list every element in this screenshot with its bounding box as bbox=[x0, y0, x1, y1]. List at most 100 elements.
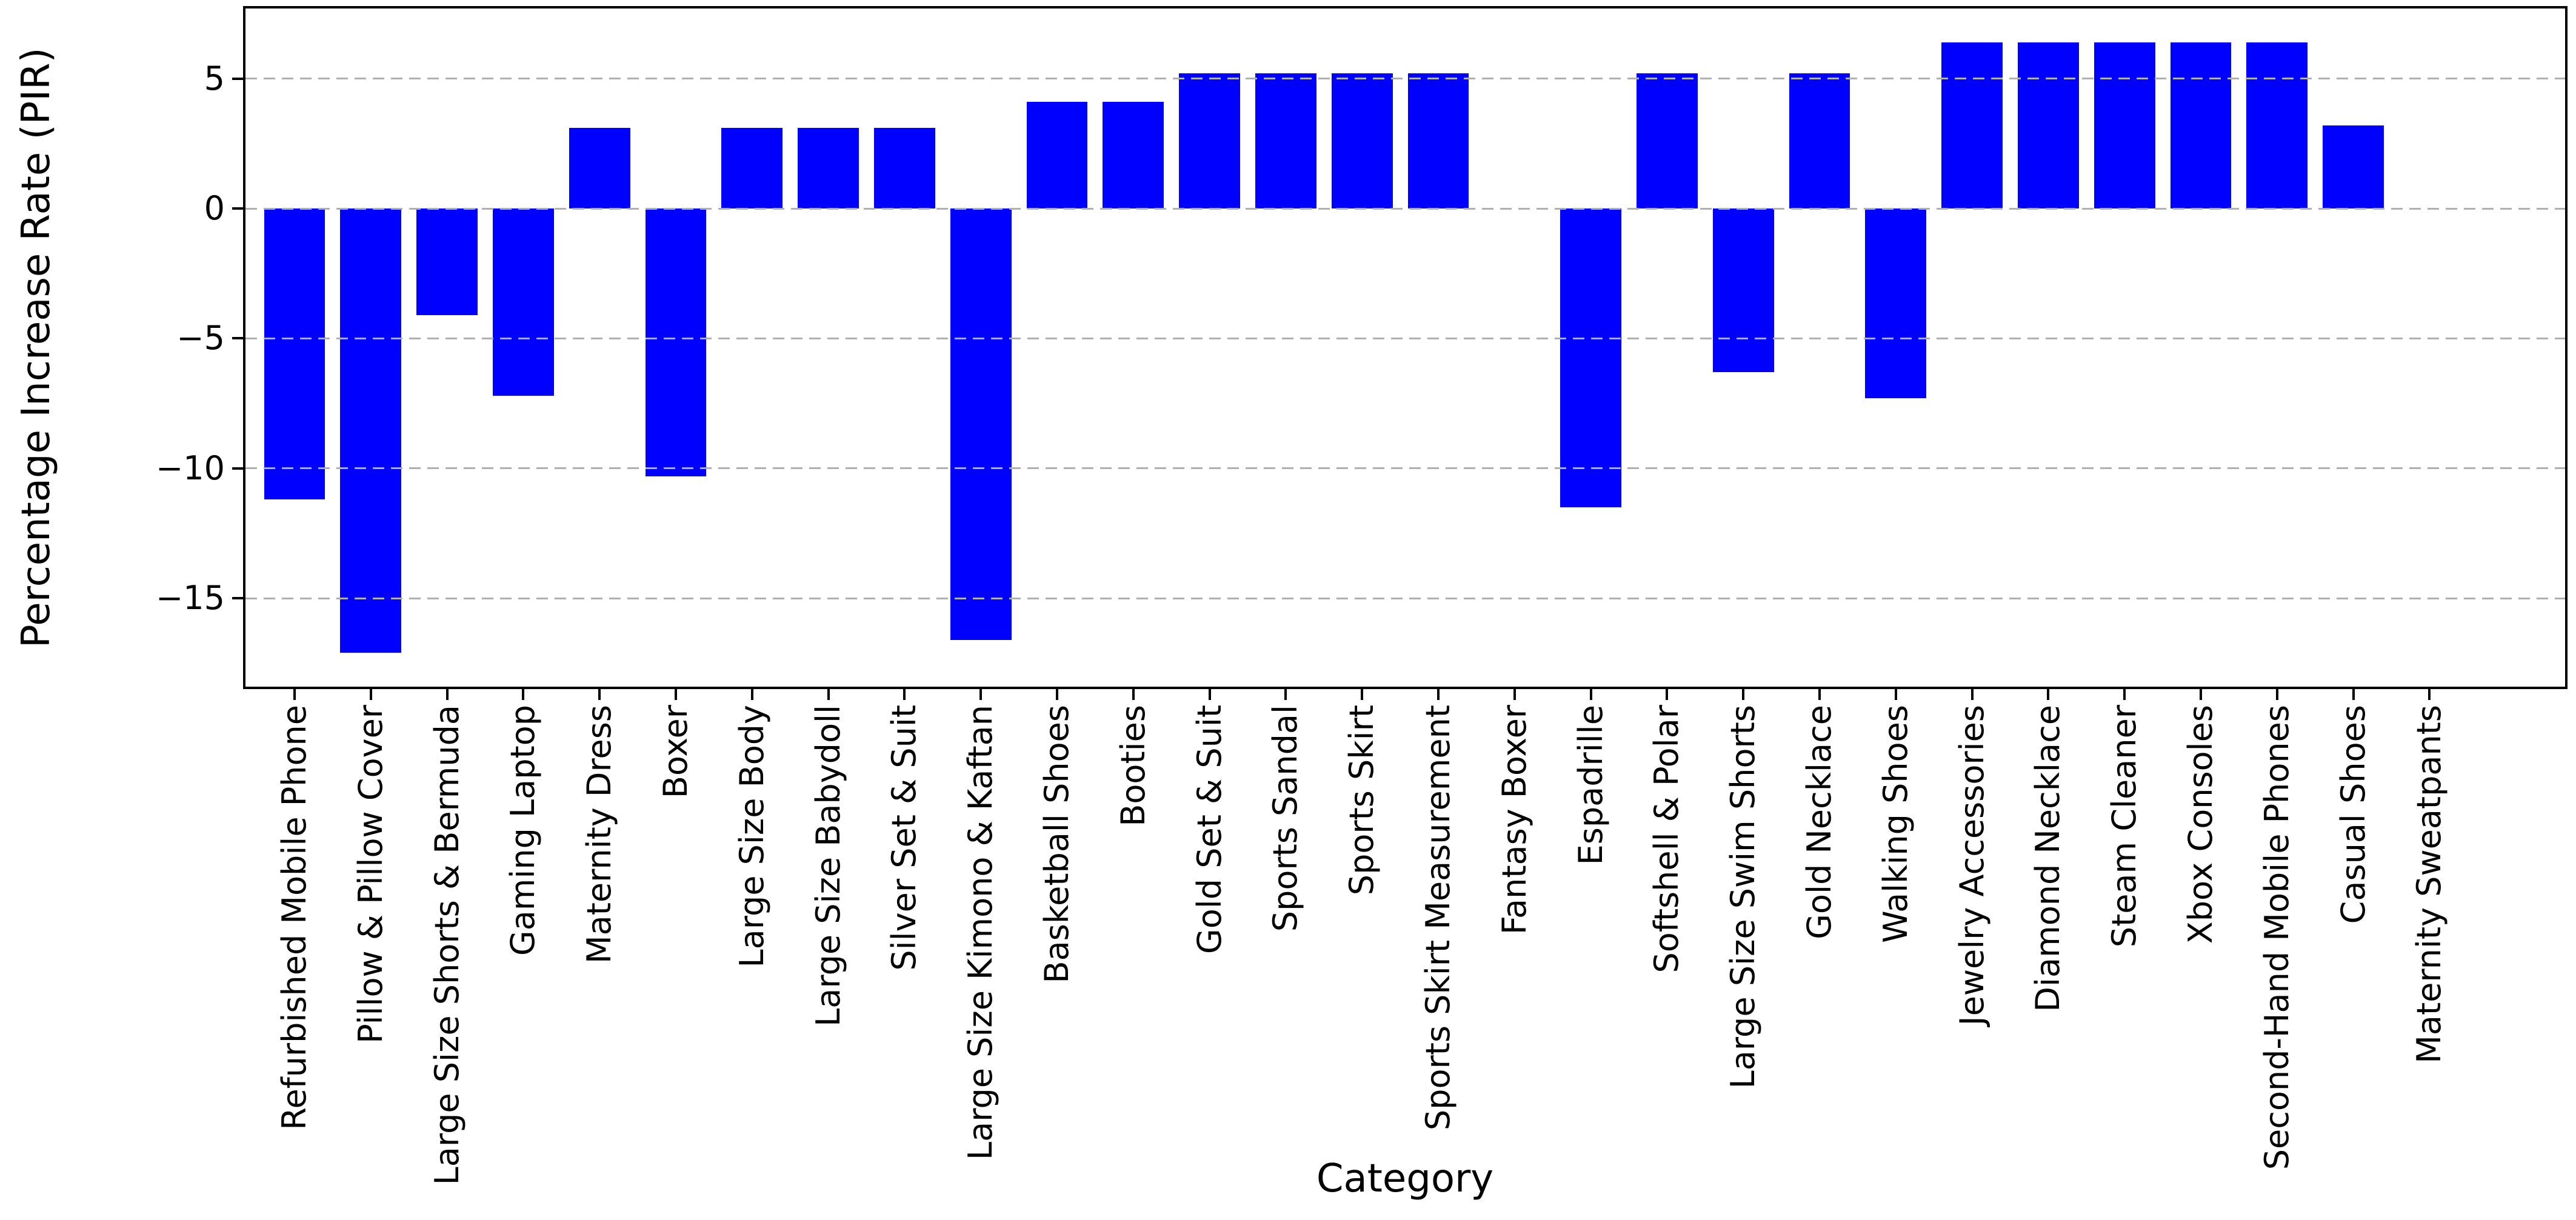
bar-10 bbox=[950, 208, 1012, 640]
bar-27 bbox=[2246, 42, 2308, 209]
bar-11 bbox=[1026, 102, 1088, 209]
x-tick-mark bbox=[1666, 689, 1669, 700]
x-tick-label: Silver Set & Suit bbox=[885, 705, 924, 971]
x-tick-label: Pillow & Pillow Cover bbox=[351, 705, 390, 1044]
x-tick-label: Jewelry Accessories bbox=[1952, 705, 1991, 1026]
x-tick-label: Espadrille bbox=[1571, 705, 1610, 865]
x-tick-mark bbox=[750, 689, 753, 700]
bar-7 bbox=[721, 128, 783, 209]
x-tick-label: Basketball Shoes bbox=[1038, 705, 1076, 984]
bar-2 bbox=[340, 208, 402, 653]
y-tick-label: −5 bbox=[176, 319, 225, 358]
y-tick-mark bbox=[232, 597, 243, 600]
bar-5 bbox=[569, 128, 630, 209]
x-tick-mark bbox=[1970, 689, 1974, 700]
bar-24 bbox=[2018, 42, 2079, 209]
x-tick-mark bbox=[445, 689, 449, 700]
x-tick-mark bbox=[598, 689, 601, 700]
gridline-y-5 bbox=[245, 78, 2565, 80]
x-tick-mark bbox=[1284, 689, 1287, 700]
x-axis-label: Category bbox=[1316, 1156, 1494, 1201]
y-tick-mark bbox=[232, 337, 243, 340]
bar-12 bbox=[1103, 102, 1164, 209]
x-tick-mark bbox=[1818, 689, 1821, 700]
x-tick-mark bbox=[2200, 689, 2202, 700]
bar-22 bbox=[1865, 208, 1927, 399]
x-tick-mark bbox=[1056, 689, 1058, 700]
bar-21 bbox=[1789, 73, 1850, 209]
x-tick-label: Gaming Laptop bbox=[504, 705, 542, 956]
x-tick-label: Diamond Necklace bbox=[2029, 705, 2067, 1012]
x-tick-label: Sports Sandal bbox=[1266, 705, 1305, 932]
x-tick-mark bbox=[2352, 689, 2355, 700]
bar-13 bbox=[1179, 73, 1240, 209]
x-tick-mark bbox=[1132, 689, 1135, 700]
x-tick-label: Booties bbox=[1113, 705, 1152, 827]
y-tick-label: 5 bbox=[204, 59, 225, 98]
x-tick-label: Maternity Sweatpants bbox=[2410, 705, 2449, 1064]
x-tick-mark bbox=[1513, 689, 1516, 700]
x-tick-label: Large Size Swim Shorts bbox=[1724, 705, 1763, 1089]
y-tick-label: −10 bbox=[156, 448, 225, 487]
bar-15 bbox=[1331, 73, 1393, 209]
bar-16 bbox=[1407, 73, 1469, 209]
x-tick-mark bbox=[369, 689, 372, 700]
x-tick-mark bbox=[1894, 689, 1897, 700]
x-tick-mark bbox=[675, 689, 677, 700]
x-tick-label: Xbox Consoles bbox=[2181, 705, 2220, 944]
x-tick-label: Sports Skirt Measurement bbox=[1419, 705, 1457, 1131]
x-tick-label: Softshell & Polar bbox=[1647, 705, 1686, 973]
x-tick-mark bbox=[293, 689, 296, 700]
bar-14 bbox=[1255, 73, 1316, 209]
y-tick-label: 0 bbox=[204, 189, 225, 228]
x-tick-mark bbox=[2123, 689, 2126, 700]
x-tick-label: Large Size Shorts & Bermuda bbox=[427, 705, 466, 1185]
x-tick-label: Fantasy Boxer bbox=[1495, 705, 1533, 935]
x-tick-mark bbox=[1742, 689, 1745, 700]
x-tick-label: Refurbished Mobile Phone bbox=[275, 705, 313, 1130]
y-tick-label: −15 bbox=[156, 579, 225, 618]
x-tick-label: Casual Shoes bbox=[2334, 705, 2372, 924]
gridline-y-0 bbox=[245, 207, 2565, 210]
bar-28 bbox=[2323, 125, 2384, 209]
x-tick-mark bbox=[1589, 689, 1592, 700]
x-tick-label: Gold Set & Suit bbox=[1190, 705, 1229, 955]
x-tick-label: Large Size Body bbox=[732, 705, 771, 968]
x-tick-label: Sports Skirt bbox=[1343, 705, 1381, 896]
x-tick-mark bbox=[827, 689, 830, 700]
x-tick-label: Boxer bbox=[656, 705, 695, 799]
x-tick-mark bbox=[1208, 689, 1211, 700]
bar-8 bbox=[798, 128, 859, 209]
x-tick-label: Gold Necklace bbox=[1800, 705, 1838, 939]
bar-20 bbox=[1712, 208, 1774, 373]
bar-3 bbox=[416, 208, 478, 315]
x-tick-mark bbox=[2047, 689, 2050, 700]
y-tick-mark bbox=[232, 207, 243, 210]
bar-9 bbox=[874, 128, 935, 209]
x-tick-label: Large Size Kimono & Kaftan bbox=[961, 705, 1000, 1160]
x-tick-mark bbox=[2428, 689, 2431, 700]
bar-18 bbox=[1560, 208, 1621, 508]
gridline-y--5 bbox=[245, 337, 2565, 339]
bar-6 bbox=[645, 208, 707, 476]
bar-19 bbox=[1637, 73, 1698, 209]
bar-4 bbox=[493, 208, 554, 396]
y-tick-mark bbox=[232, 467, 243, 470]
x-tick-mark bbox=[1437, 689, 1440, 700]
x-tick-mark bbox=[903, 689, 906, 700]
bar-26 bbox=[2170, 42, 2232, 209]
bar-23 bbox=[1941, 42, 2003, 209]
x-tick-mark bbox=[2275, 689, 2278, 700]
x-tick-label: Large Size Babydoll bbox=[809, 705, 847, 1027]
x-tick-mark bbox=[979, 689, 983, 700]
y-tick-mark bbox=[232, 77, 243, 80]
x-tick-label: Second-Hand Mobile Phones bbox=[2257, 705, 2296, 1170]
plot-area bbox=[243, 6, 2568, 689]
x-tick-label: Walking Shoes bbox=[1876, 705, 1915, 943]
x-tick-label: Steam Cleaner bbox=[2105, 705, 2144, 948]
x-tick-mark bbox=[522, 689, 525, 700]
gridline-y--10 bbox=[245, 467, 2565, 470]
x-tick-mark bbox=[1361, 689, 1364, 700]
gridline-y--15 bbox=[245, 597, 2565, 599]
